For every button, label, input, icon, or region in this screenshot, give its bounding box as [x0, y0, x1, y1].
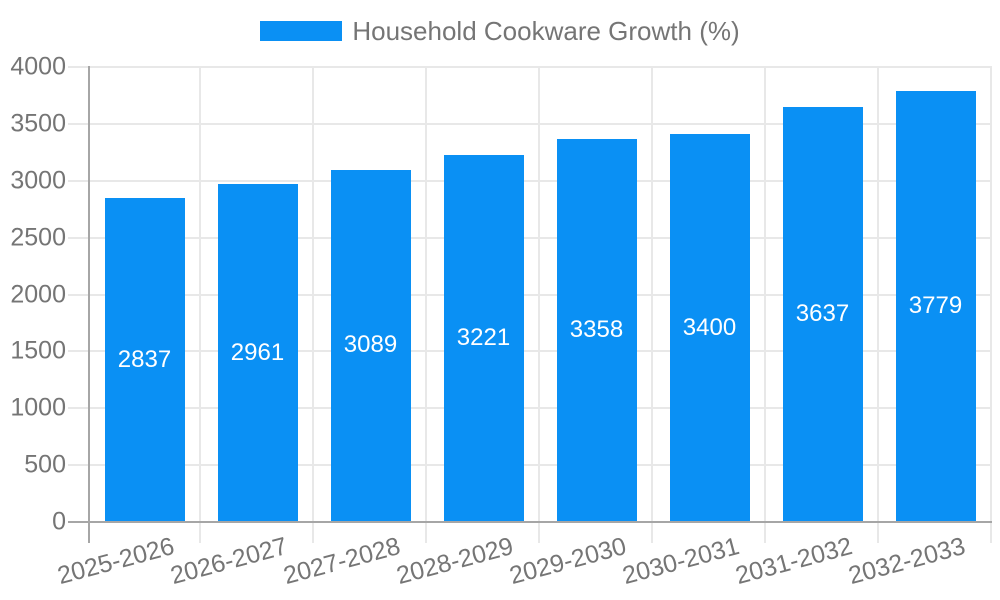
- bar-value-label: 3221: [456, 323, 511, 351]
- x-tick: [199, 523, 201, 543]
- y-tick-label: 1500: [10, 336, 66, 365]
- y-tick: [68, 293, 88, 296]
- v-gridline: [764, 66, 766, 521]
- bar: 3400: [669, 134, 750, 521]
- y-tick: [68, 236, 88, 239]
- bar-value-label: 2837: [117, 345, 172, 373]
- x-tick-label: 2026-2027: [167, 532, 291, 591]
- y-tick-label: 0: [52, 507, 66, 536]
- x-tick: [538, 523, 540, 543]
- y-tick: [68, 464, 88, 467]
- v-gridline: [425, 66, 427, 521]
- v-gridline: [199, 66, 201, 521]
- x-tick-label: 2028-2029: [393, 532, 517, 591]
- bar: 2837: [104, 198, 185, 521]
- y-tick-label: 500: [24, 450, 66, 479]
- h-gridline: [88, 122, 992, 125]
- bar-value-label: 3779: [908, 292, 963, 320]
- bar-value-label: 3400: [682, 313, 737, 341]
- h-gridline: [88, 350, 992, 353]
- bar-value-label: 3358: [569, 316, 624, 343]
- x-tick-label: 2029-2030: [506, 532, 630, 591]
- legend-label: Household Cookware Growth (%): [352, 16, 740, 46]
- v-gridline: [651, 66, 653, 521]
- y-axis-line: [88, 66, 90, 543]
- y-tick: [68, 122, 88, 125]
- v-gridline: [312, 66, 314, 521]
- bar: 3089: [330, 169, 411, 521]
- y-tick-label: 2500: [10, 223, 66, 252]
- y-tick: [68, 179, 88, 182]
- bar-value-label: 3089: [343, 331, 398, 359]
- x-tick: [764, 523, 766, 543]
- h-gridline: [88, 407, 992, 410]
- legend: Household Cookware Growth (%): [0, 16, 1000, 46]
- bar: 3779: [895, 91, 976, 521]
- x-tick: [312, 523, 314, 543]
- bar: 3637: [782, 107, 863, 521]
- h-gridline: [88, 293, 992, 296]
- bar-value-label: 2961: [230, 338, 285, 366]
- v-gridline: [990, 66, 992, 521]
- x-axis-line: [68, 521, 992, 523]
- x-tick-label: 2031-2032: [732, 532, 856, 591]
- x-tick: [425, 523, 427, 543]
- x-tick-label: 2032-2033: [845, 532, 969, 591]
- x-tick-label: 2030-2031: [619, 532, 743, 591]
- bar: 3358: [556, 139, 637, 521]
- legend-swatch: [260, 21, 343, 41]
- plot-area: 0 500 1000 1500 2000 2500 3000 3500 4000 2837 2025…: [10, 54, 992, 590]
- bar: 3221: [443, 154, 524, 521]
- v-gridline: [538, 66, 540, 521]
- y-tick-label: 4000: [10, 52, 66, 81]
- x-tick-label: 2027-2028: [280, 532, 404, 591]
- y-tick: [68, 350, 88, 353]
- x-tick: [990, 523, 992, 543]
- y-tick: [68, 407, 88, 410]
- x-tick: [651, 523, 653, 543]
- y-tick-label: 3500: [10, 109, 66, 138]
- y-tick: [68, 66, 88, 68]
- y-tick-label: 2000: [10, 280, 66, 308]
- v-gridline: [877, 66, 879, 521]
- h-gridline: [88, 464, 992, 467]
- x-tick: [877, 523, 879, 543]
- h-gridline: [88, 179, 992, 182]
- h-gridline: [88, 236, 992, 239]
- y-tick-label: 1000: [10, 393, 66, 422]
- bar: 2961: [217, 184, 298, 521]
- x-tick-label: 2025-2026: [54, 532, 178, 591]
- y-tick-label: 3000: [10, 166, 66, 195]
- h-gridline: [88, 66, 992, 68]
- bar-value-label: 3637: [795, 300, 850, 328]
